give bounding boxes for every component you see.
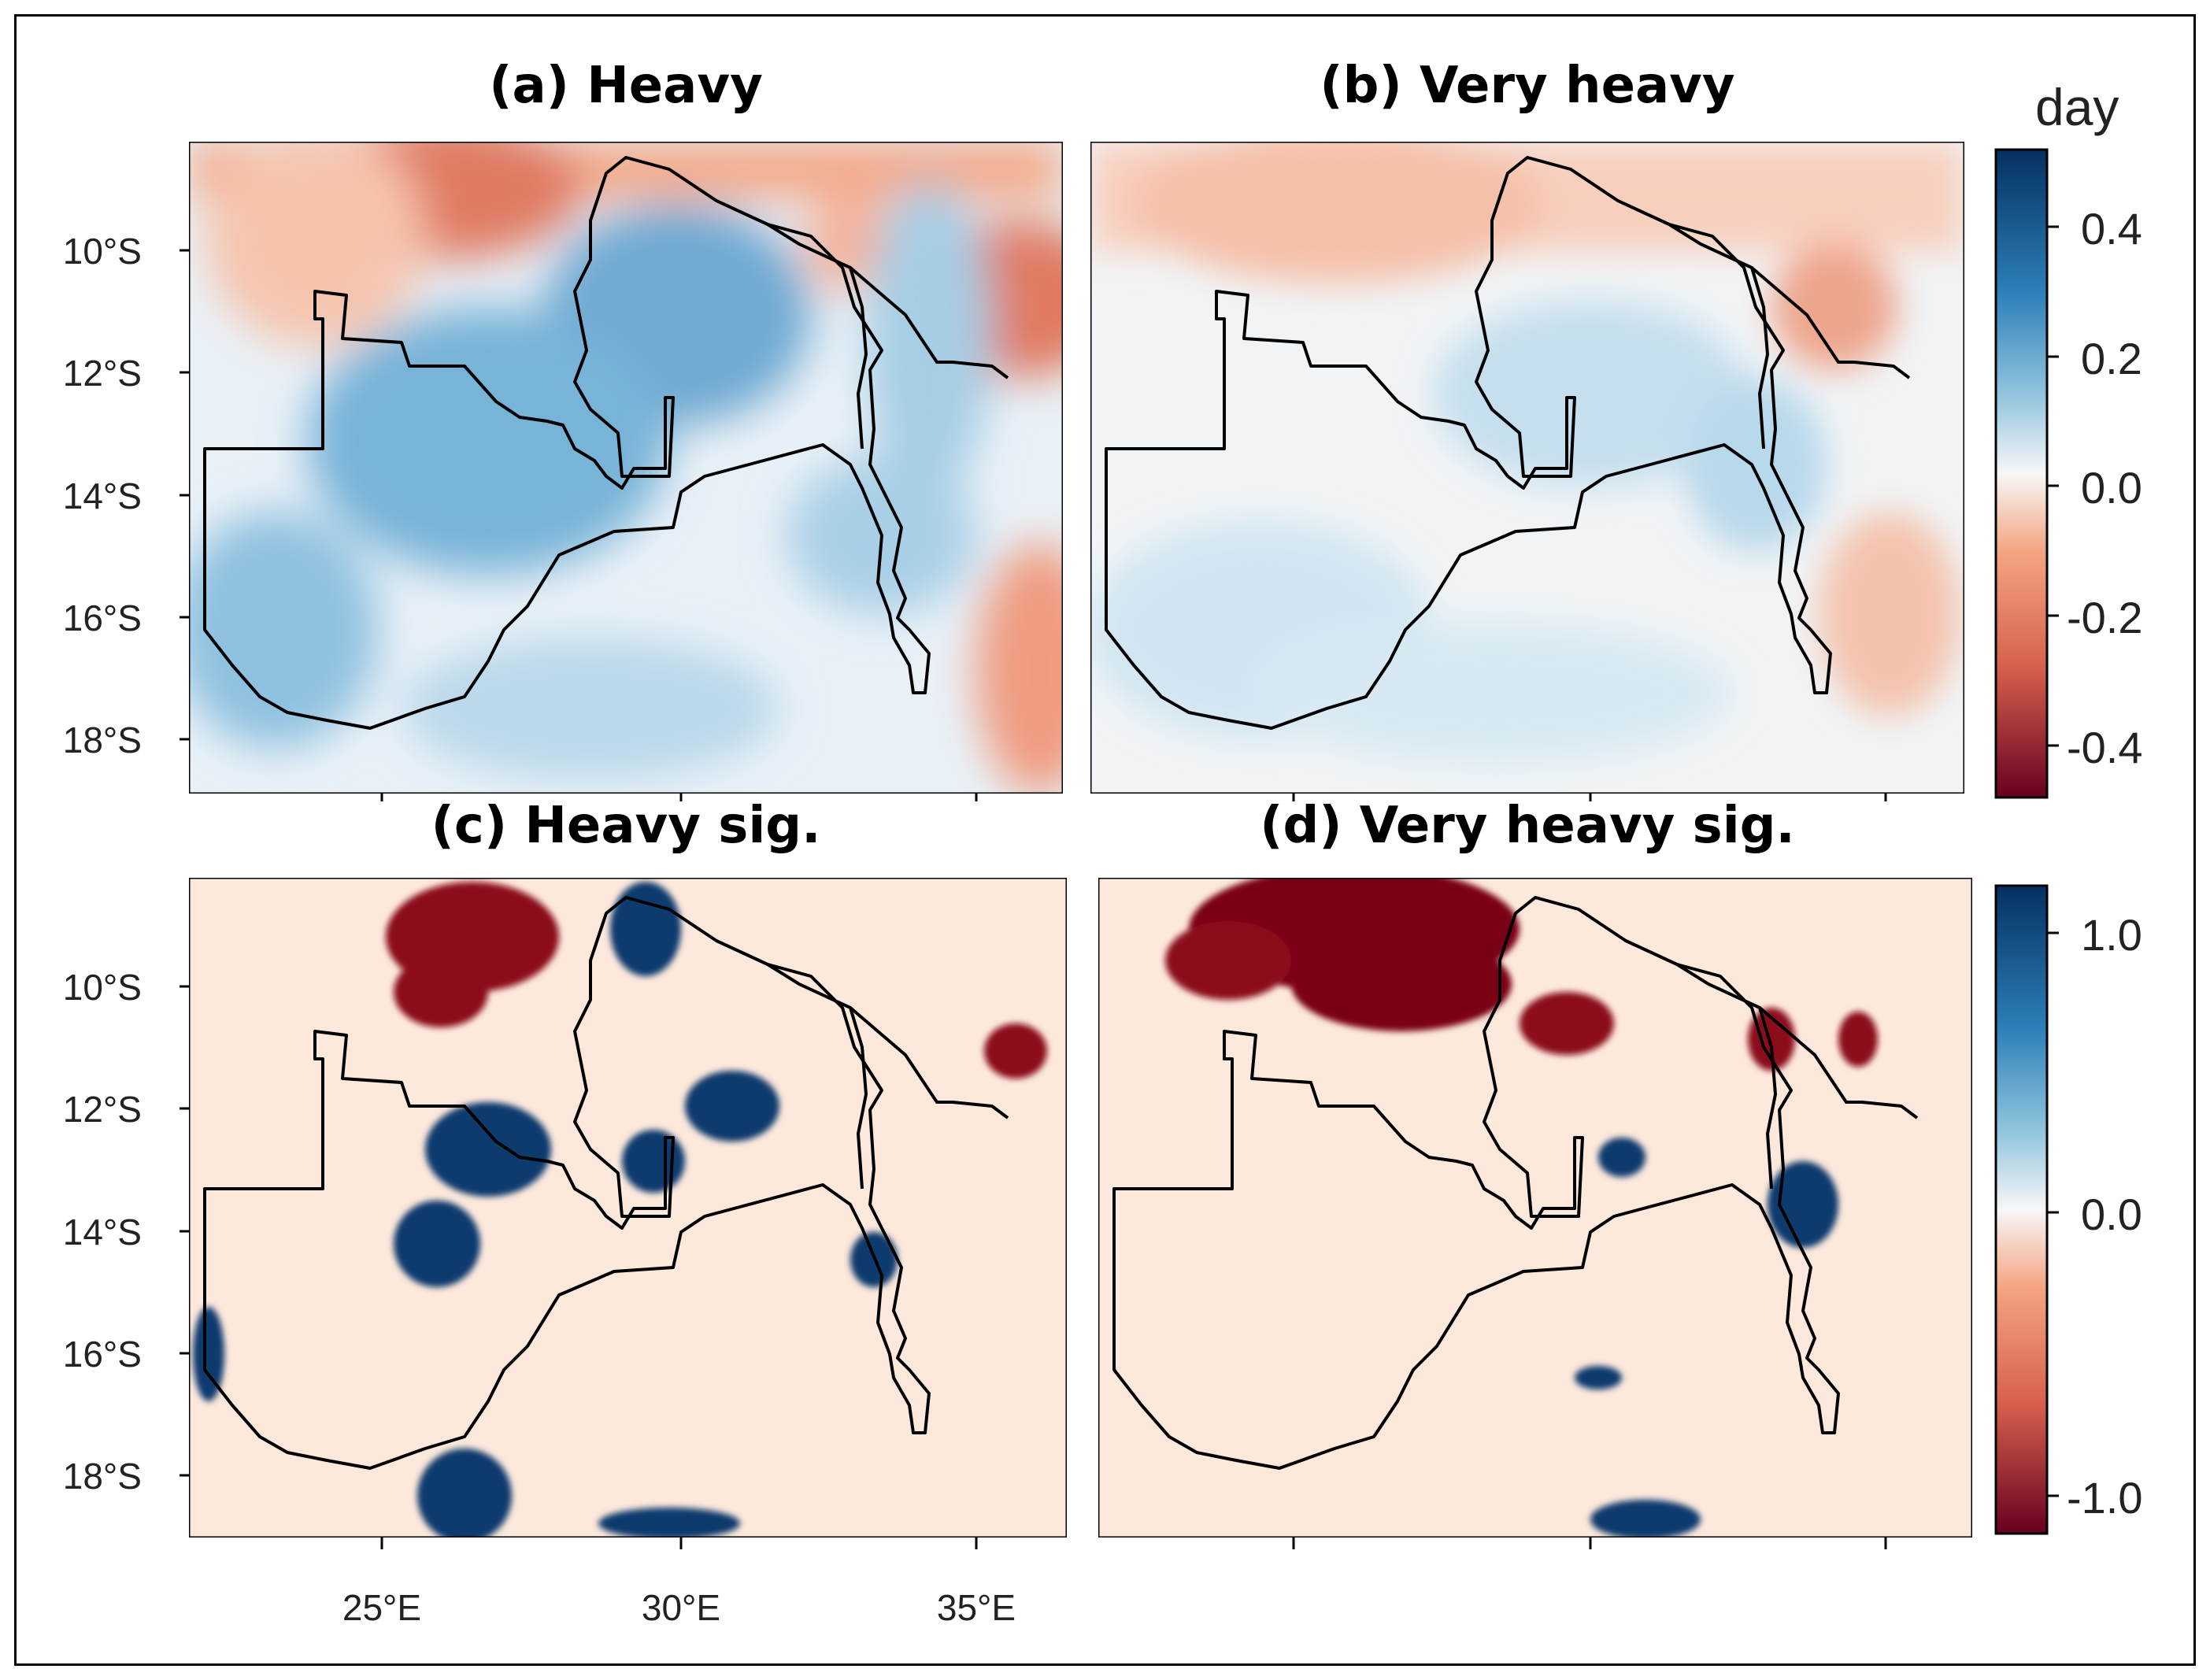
colorbar-top-tick: 0.0 — [2081, 463, 2142, 513]
colorbar-top-tick: -0.2 — [2067, 593, 2143, 642]
colorbar-top — [1994, 148, 2049, 799]
colorbar-bottom — [1994, 884, 2049, 1535]
lat-label-top: 14°S — [62, 476, 142, 516]
panel-d-title: (d) Very heavy sig. — [1260, 797, 1795, 855]
lat-label-bottom: 12°S — [62, 1089, 142, 1130]
colorbar-bottom-tick: 0.0 — [2081, 1190, 2142, 1239]
colorbar-top-tick: 0.4 — [2081, 204, 2142, 253]
lat-label-bottom: 14°S — [62, 1212, 142, 1253]
lat-label-bottom: 18°S — [62, 1456, 142, 1497]
colorbar-ticks — [2047, 225, 2059, 1497]
panel-d-map — [1098, 878, 1972, 1538]
lat-label-top: 12°S — [62, 353, 142, 394]
lat-label-bottom: 10°S — [62, 967, 142, 1008]
panel-a-title: (a) Heavy — [489, 57, 763, 115]
colorbar-bottom-tick: 1.0 — [2081, 910, 2142, 960]
colorbar-unit-label: day — [2035, 78, 2119, 136]
lat-label-top: 16°S — [62, 598, 142, 638]
colorbar-top-tick: 0.2 — [2081, 334, 2142, 383]
panel-c-map — [189, 878, 1067, 1538]
lon-label: 25°E — [342, 1587, 422, 1628]
panel-a-map — [189, 142, 1063, 794]
lon-ticks — [380, 794, 1887, 1549]
lat-label-bottom: 16°S — [62, 1334, 142, 1375]
panel-b-map — [1090, 142, 1964, 794]
figure-frame — [14, 14, 2196, 1666]
colorbar-bottom-tick: -1.0 — [2067, 1473, 2143, 1523]
lon-label: 30°E — [641, 1587, 721, 1628]
lat-ticks — [180, 249, 189, 1477]
lon-label: 35°E — [936, 1587, 1016, 1628]
panel-c-title: (c) Heavy sig. — [431, 797, 821, 855]
lat-label-top: 10°S — [62, 231, 142, 272]
lat-label-top: 18°S — [62, 720, 142, 760]
colorbar-top-tick: -0.4 — [2067, 723, 2143, 772]
panel-b-title: (b) Very heavy — [1320, 57, 1735, 115]
